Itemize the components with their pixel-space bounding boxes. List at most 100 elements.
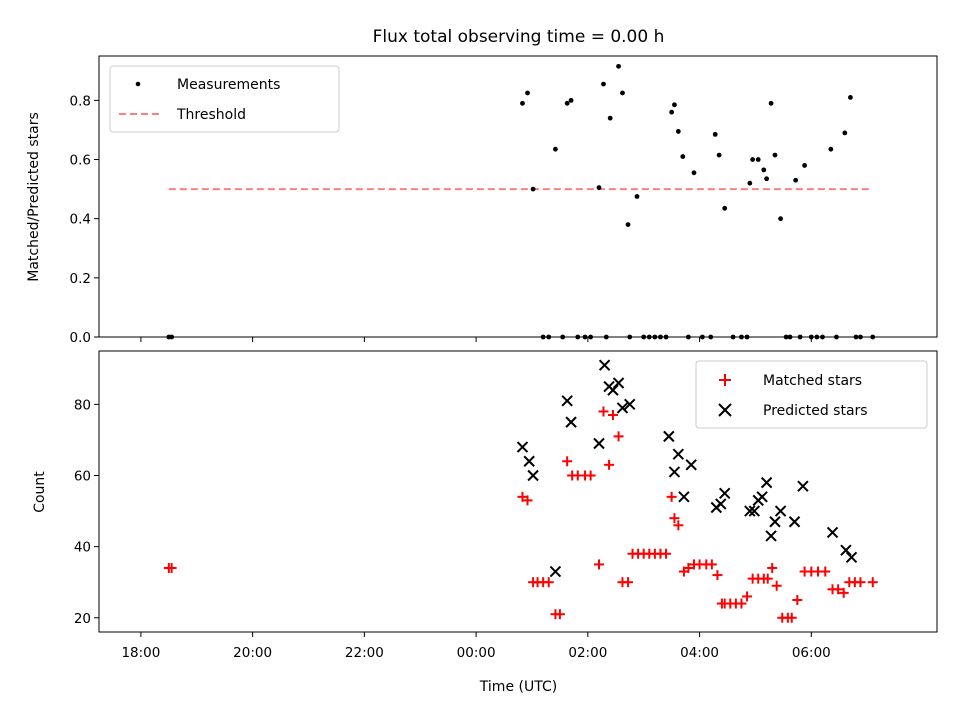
y-tick-label: 20 [74, 611, 91, 627]
predicted-point [744, 505, 756, 517]
matched-point [517, 491, 528, 502]
predicted-point [672, 448, 685, 460]
measurement-point [634, 194, 640, 199]
predicted-point [715, 498, 727, 510]
legend-threshold-label: Threshold [176, 107, 246, 123]
predicted-point [748, 505, 761, 517]
measurement-point [520, 100, 525, 106]
predicted-point [561, 395, 573, 407]
measurement-point [755, 157, 761, 162]
matched-point [598, 406, 609, 417]
measurement-point [568, 97, 574, 103]
x-tick-label: 02:00 [568, 645, 607, 661]
matched-point [661, 548, 672, 559]
y-tick-label: 0.2 [70, 271, 91, 287]
measurement-point [672, 102, 677, 108]
measurement-point [564, 100, 570, 106]
matched-point [562, 456, 573, 467]
measurement-point [596, 185, 602, 191]
matched-point [792, 594, 803, 605]
predicted-point [826, 526, 839, 539]
ratio-legend: Measurements Threshold [109, 65, 340, 133]
predicted-point [516, 441, 529, 453]
predicted-point [845, 551, 858, 564]
measurement-point [722, 205, 728, 211]
count-panel: Count Time (UTC) 20 40 60 80 18:00 20:00 22:0… [32, 350, 938, 695]
measurement-point [772, 152, 778, 158]
count-y-ticks: 20 40 60 80 [74, 397, 99, 627]
measurement-point [761, 167, 767, 173]
x-tick-label: 18:00 [121, 645, 160, 661]
matched-point [669, 513, 680, 524]
ratio-plot-frame [98, 55, 938, 338]
ratio-y-axis-label: Matched/Predicted stars [26, 112, 42, 282]
matched-point [855, 577, 866, 588]
predicted-point [756, 491, 768, 503]
measurement-point [768, 100, 774, 106]
y-tick-label: 0.6 [70, 153, 91, 169]
measurement-point [716, 152, 722, 158]
legend-predicted-label: Predicted stars [763, 403, 868, 419]
matched-point [820, 566, 831, 577]
y-tick-label: 0.0 [70, 330, 91, 346]
y-tick-label: 0.8 [70, 93, 91, 109]
matched-point [771, 580, 782, 591]
legend-measurements-marker [135, 81, 141, 87]
y-tick-label: 60 [74, 468, 91, 484]
matched-point [673, 520, 684, 531]
measurement-point [828, 146, 834, 152]
ratio-panel: Flux total observing time = 0.00 h Match… [26, 27, 938, 346]
matched-point [683, 562, 694, 573]
legend-predicted-marker [718, 403, 732, 417]
matched-point [166, 562, 177, 573]
predicted-point [624, 398, 636, 411]
ratio-x-ticks [140, 337, 812, 342]
predicted-point [788, 516, 801, 528]
measurement-point [616, 63, 621, 69]
measurement-point [848, 95, 853, 100]
matched-point [623, 577, 634, 588]
measurement-point [778, 216, 783, 222]
matched-point [867, 577, 878, 588]
predicted-point [523, 455, 535, 467]
matched-point [554, 609, 565, 620]
predicted-point [765, 530, 777, 542]
predicted-point [593, 437, 605, 450]
measurement-point [712, 131, 718, 137]
matched-point [786, 612, 797, 623]
measurement-point [601, 81, 606, 87]
predicted-point [549, 565, 562, 578]
matched-point [712, 570, 723, 581]
matched-point [833, 584, 844, 595]
predicted-point [668, 466, 681, 478]
predicted-point [598, 359, 611, 371]
predicted-point [718, 487, 731, 499]
predicted-point [760, 476, 773, 489]
matched-point [604, 459, 615, 470]
matched-point [543, 577, 554, 588]
measurement-point [669, 109, 675, 115]
measurement-point [747, 180, 753, 186]
ratio-y-ticks: 0.0 0.2 0.4 0.6 0.8 [70, 93, 99, 346]
predicted-point [678, 491, 690, 503]
y-tick-label: 40 [74, 540, 91, 556]
measurement-point [675, 129, 681, 134]
count-plot-frame [98, 350, 938, 633]
predicted-point [685, 459, 697, 471]
chart-title: Flux total observing time = 0.00 h [373, 27, 665, 47]
x-tick-label: 20:00 [233, 645, 272, 661]
matched-point [736, 598, 747, 609]
predicted-point [663, 430, 675, 443]
matched-point [607, 410, 618, 421]
measurement-point [691, 170, 697, 176]
measurement-point [764, 176, 770, 182]
count-legend-box [695, 360, 928, 429]
matched-point [742, 591, 753, 602]
measurement-point [750, 157, 756, 162]
ratio-marks [166, 63, 876, 340]
measurement-point [607, 115, 613, 121]
predicted-point [616, 402, 629, 414]
legend-matched-marker [719, 374, 731, 386]
measurement-point [553, 146, 558, 152]
predicted-point [797, 480, 809, 492]
